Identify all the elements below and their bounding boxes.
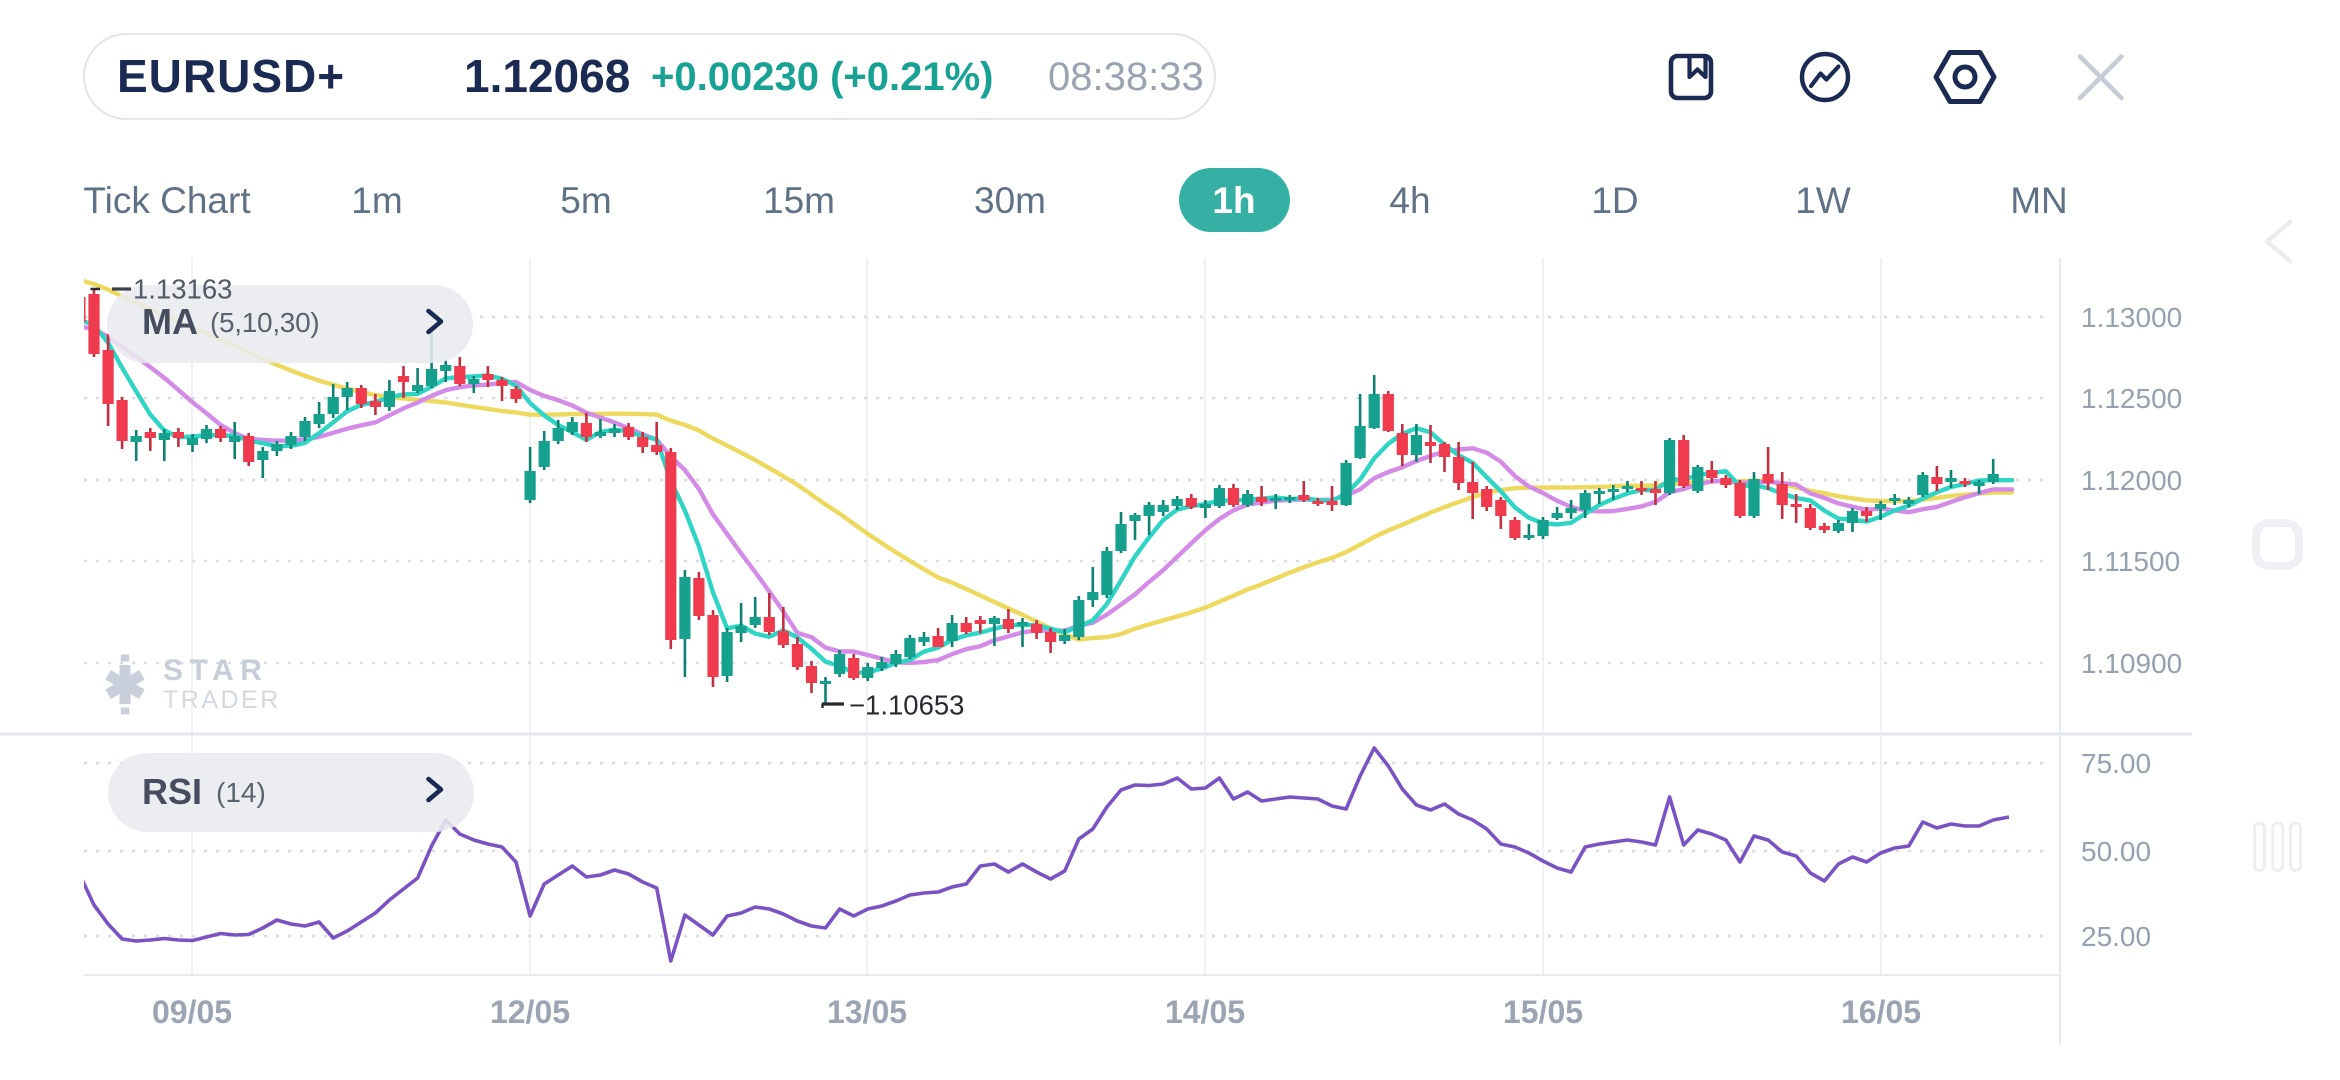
svg-text:1.10900: 1.10900 [2081, 648, 2182, 679]
svg-text:1W: 1W [1795, 180, 1851, 221]
svg-text:Tick Chart: Tick Chart [83, 180, 251, 221]
svg-text:1h: 1h [1212, 180, 1255, 221]
svg-text:1.13163: 1.13163 [133, 274, 232, 305]
svg-text:75.00: 75.00 [2081, 748, 2151, 779]
svg-text:TRADER: TRADER [163, 686, 281, 714]
svg-text:EURUSD+: EURUSD+ [117, 50, 345, 102]
svg-text:1.13000: 1.13000 [2081, 302, 2182, 333]
svg-text:1.12068: 1.12068 [464, 50, 630, 102]
svg-text:1.12500: 1.12500 [2081, 383, 2182, 414]
svg-text:MN: MN [2010, 180, 2068, 221]
svg-text:1D: 1D [1591, 180, 1638, 221]
svg-text:1.12000: 1.12000 [2081, 465, 2182, 496]
svg-text:25.00: 25.00 [2081, 921, 2151, 952]
svg-text:13/05: 13/05 [827, 994, 907, 1030]
svg-text:09/05: 09/05 [152, 994, 232, 1030]
svg-text:15/05: 15/05 [1503, 994, 1583, 1030]
svg-text:4h: 4h [1389, 180, 1430, 221]
svg-text:08:38:33: 08:38:33 [1048, 55, 1204, 99]
svg-text:16/05: 16/05 [1841, 994, 1921, 1030]
svg-text:1m: 1m [351, 180, 402, 221]
svg-text:14/05: 14/05 [1165, 994, 1245, 1030]
svg-text:5m: 5m [560, 180, 611, 221]
svg-text:1.11500: 1.11500 [2081, 546, 2180, 577]
svg-text:12/05: 12/05 [490, 994, 570, 1030]
svg-text:RSI: RSI [142, 771, 202, 812]
svg-text:30m: 30m [974, 180, 1046, 221]
svg-text:+0.00230 (+0.21%): +0.00230 (+0.21%) [651, 55, 993, 99]
svg-text:MA: MA [142, 301, 198, 342]
svg-text:(14): (14) [216, 777, 266, 808]
svg-text:50.00: 50.00 [2081, 836, 2151, 867]
svg-text:−1.10653: −1.10653 [849, 690, 964, 721]
svg-text:STAR: STAR [163, 654, 268, 687]
svg-text:(5,10,30): (5,10,30) [210, 307, 319, 338]
svg-text:15m: 15m [763, 180, 835, 221]
